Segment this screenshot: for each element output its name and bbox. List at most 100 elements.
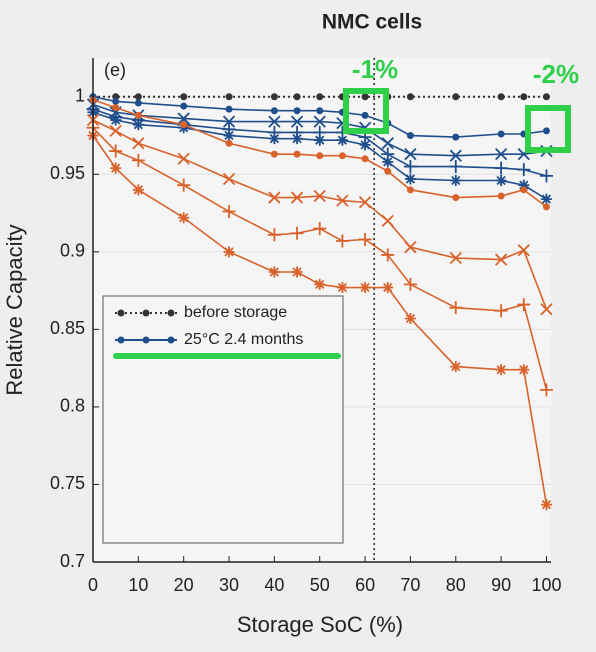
marker	[518, 364, 530, 376]
series-line	[92, 103, 547, 157]
marker	[336, 282, 348, 294]
x-tick-label: 20	[174, 575, 194, 595]
x-tick-label: 80	[446, 575, 466, 595]
series-line	[92, 119, 548, 310]
y-tick-label: 0.85	[50, 318, 85, 338]
marker	[384, 167, 392, 175]
marker	[335, 234, 349, 248]
marker	[225, 139, 233, 147]
series-line	[92, 127, 548, 391]
marker	[131, 153, 145, 167]
marker	[223, 246, 235, 258]
marker	[406, 93, 414, 101]
marker	[117, 336, 125, 344]
marker	[404, 148, 417, 161]
marker	[134, 111, 142, 119]
marker	[270, 150, 278, 158]
chart-title: NMC cells	[322, 11, 422, 34]
marker	[293, 93, 301, 101]
marker	[290, 191, 304, 204]
marker	[406, 186, 414, 194]
marker	[167, 336, 175, 344]
marker	[381, 248, 395, 262]
marker	[517, 298, 531, 312]
marker	[270, 93, 278, 101]
marker	[291, 266, 303, 278]
marker	[539, 169, 553, 183]
legend-label: before storage	[184, 304, 287, 321]
marker	[293, 107, 301, 115]
y-tick-label: 0.75	[50, 473, 85, 493]
legend: before storage 25°C 2.4 months	[115, 304, 303, 348]
y-tick-label: 0.7	[60, 551, 85, 571]
marker	[178, 212, 190, 224]
marker	[358, 232, 372, 246]
marker	[338, 152, 346, 160]
marker	[336, 134, 348, 146]
marker	[313, 115, 326, 128]
marker	[404, 241, 417, 254]
marker	[225, 93, 233, 101]
marker	[361, 155, 369, 163]
series-line	[92, 111, 547, 200]
plot	[86, 93, 553, 511]
x-tick-label: 40	[264, 575, 284, 595]
marker	[336, 194, 349, 207]
marker	[268, 191, 281, 204]
marker	[132, 119, 144, 131]
marker	[132, 137, 145, 150]
y-tick-label: 0.8	[60, 396, 85, 416]
marker	[497, 192, 505, 200]
highlight-box	[525, 105, 571, 153]
marker	[142, 309, 150, 317]
marker	[267, 228, 281, 242]
marker	[381, 137, 394, 150]
marker	[109, 124, 122, 138]
marker	[539, 383, 553, 397]
marker	[225, 105, 233, 113]
y-tick-label: 0.95	[50, 163, 85, 183]
marker	[222, 205, 236, 219]
marker	[290, 115, 304, 128]
marker	[494, 253, 508, 266]
marker	[268, 266, 280, 278]
marker	[142, 336, 150, 344]
annotation: -1%	[352, 54, 398, 84]
marker	[406, 132, 414, 140]
marker	[540, 193, 552, 205]
x-tick-label: 10	[128, 575, 148, 595]
marker	[268, 133, 280, 145]
marker	[313, 222, 327, 236]
x-tick-label: 60	[355, 575, 375, 595]
marker	[314, 278, 326, 290]
marker	[540, 303, 553, 316]
marker	[180, 93, 188, 101]
legend-label: 25°C 2.4 months	[184, 331, 303, 348]
marker	[497, 93, 505, 101]
marker	[449, 160, 463, 174]
marker	[452, 194, 460, 202]
x-tick-label: 70	[400, 575, 420, 595]
y-axis-label: Relative Capacity	[2, 224, 27, 395]
marker	[134, 93, 142, 101]
marker	[520, 186, 528, 194]
marker	[381, 214, 394, 227]
x-tick-label: 90	[491, 575, 511, 595]
series-line	[92, 99, 547, 208]
marker	[542, 127, 550, 135]
marker	[520, 93, 528, 101]
marker	[358, 196, 372, 209]
marker	[359, 282, 371, 294]
marker	[110, 162, 122, 174]
marker	[316, 93, 324, 101]
marker	[450, 175, 462, 187]
marker	[517, 163, 531, 177]
marker	[404, 173, 416, 185]
marker	[495, 364, 507, 376]
marker	[316, 107, 324, 115]
series-line	[92, 135, 548, 505]
marker	[109, 144, 123, 158]
marker	[449, 149, 462, 162]
marker	[540, 499, 552, 511]
